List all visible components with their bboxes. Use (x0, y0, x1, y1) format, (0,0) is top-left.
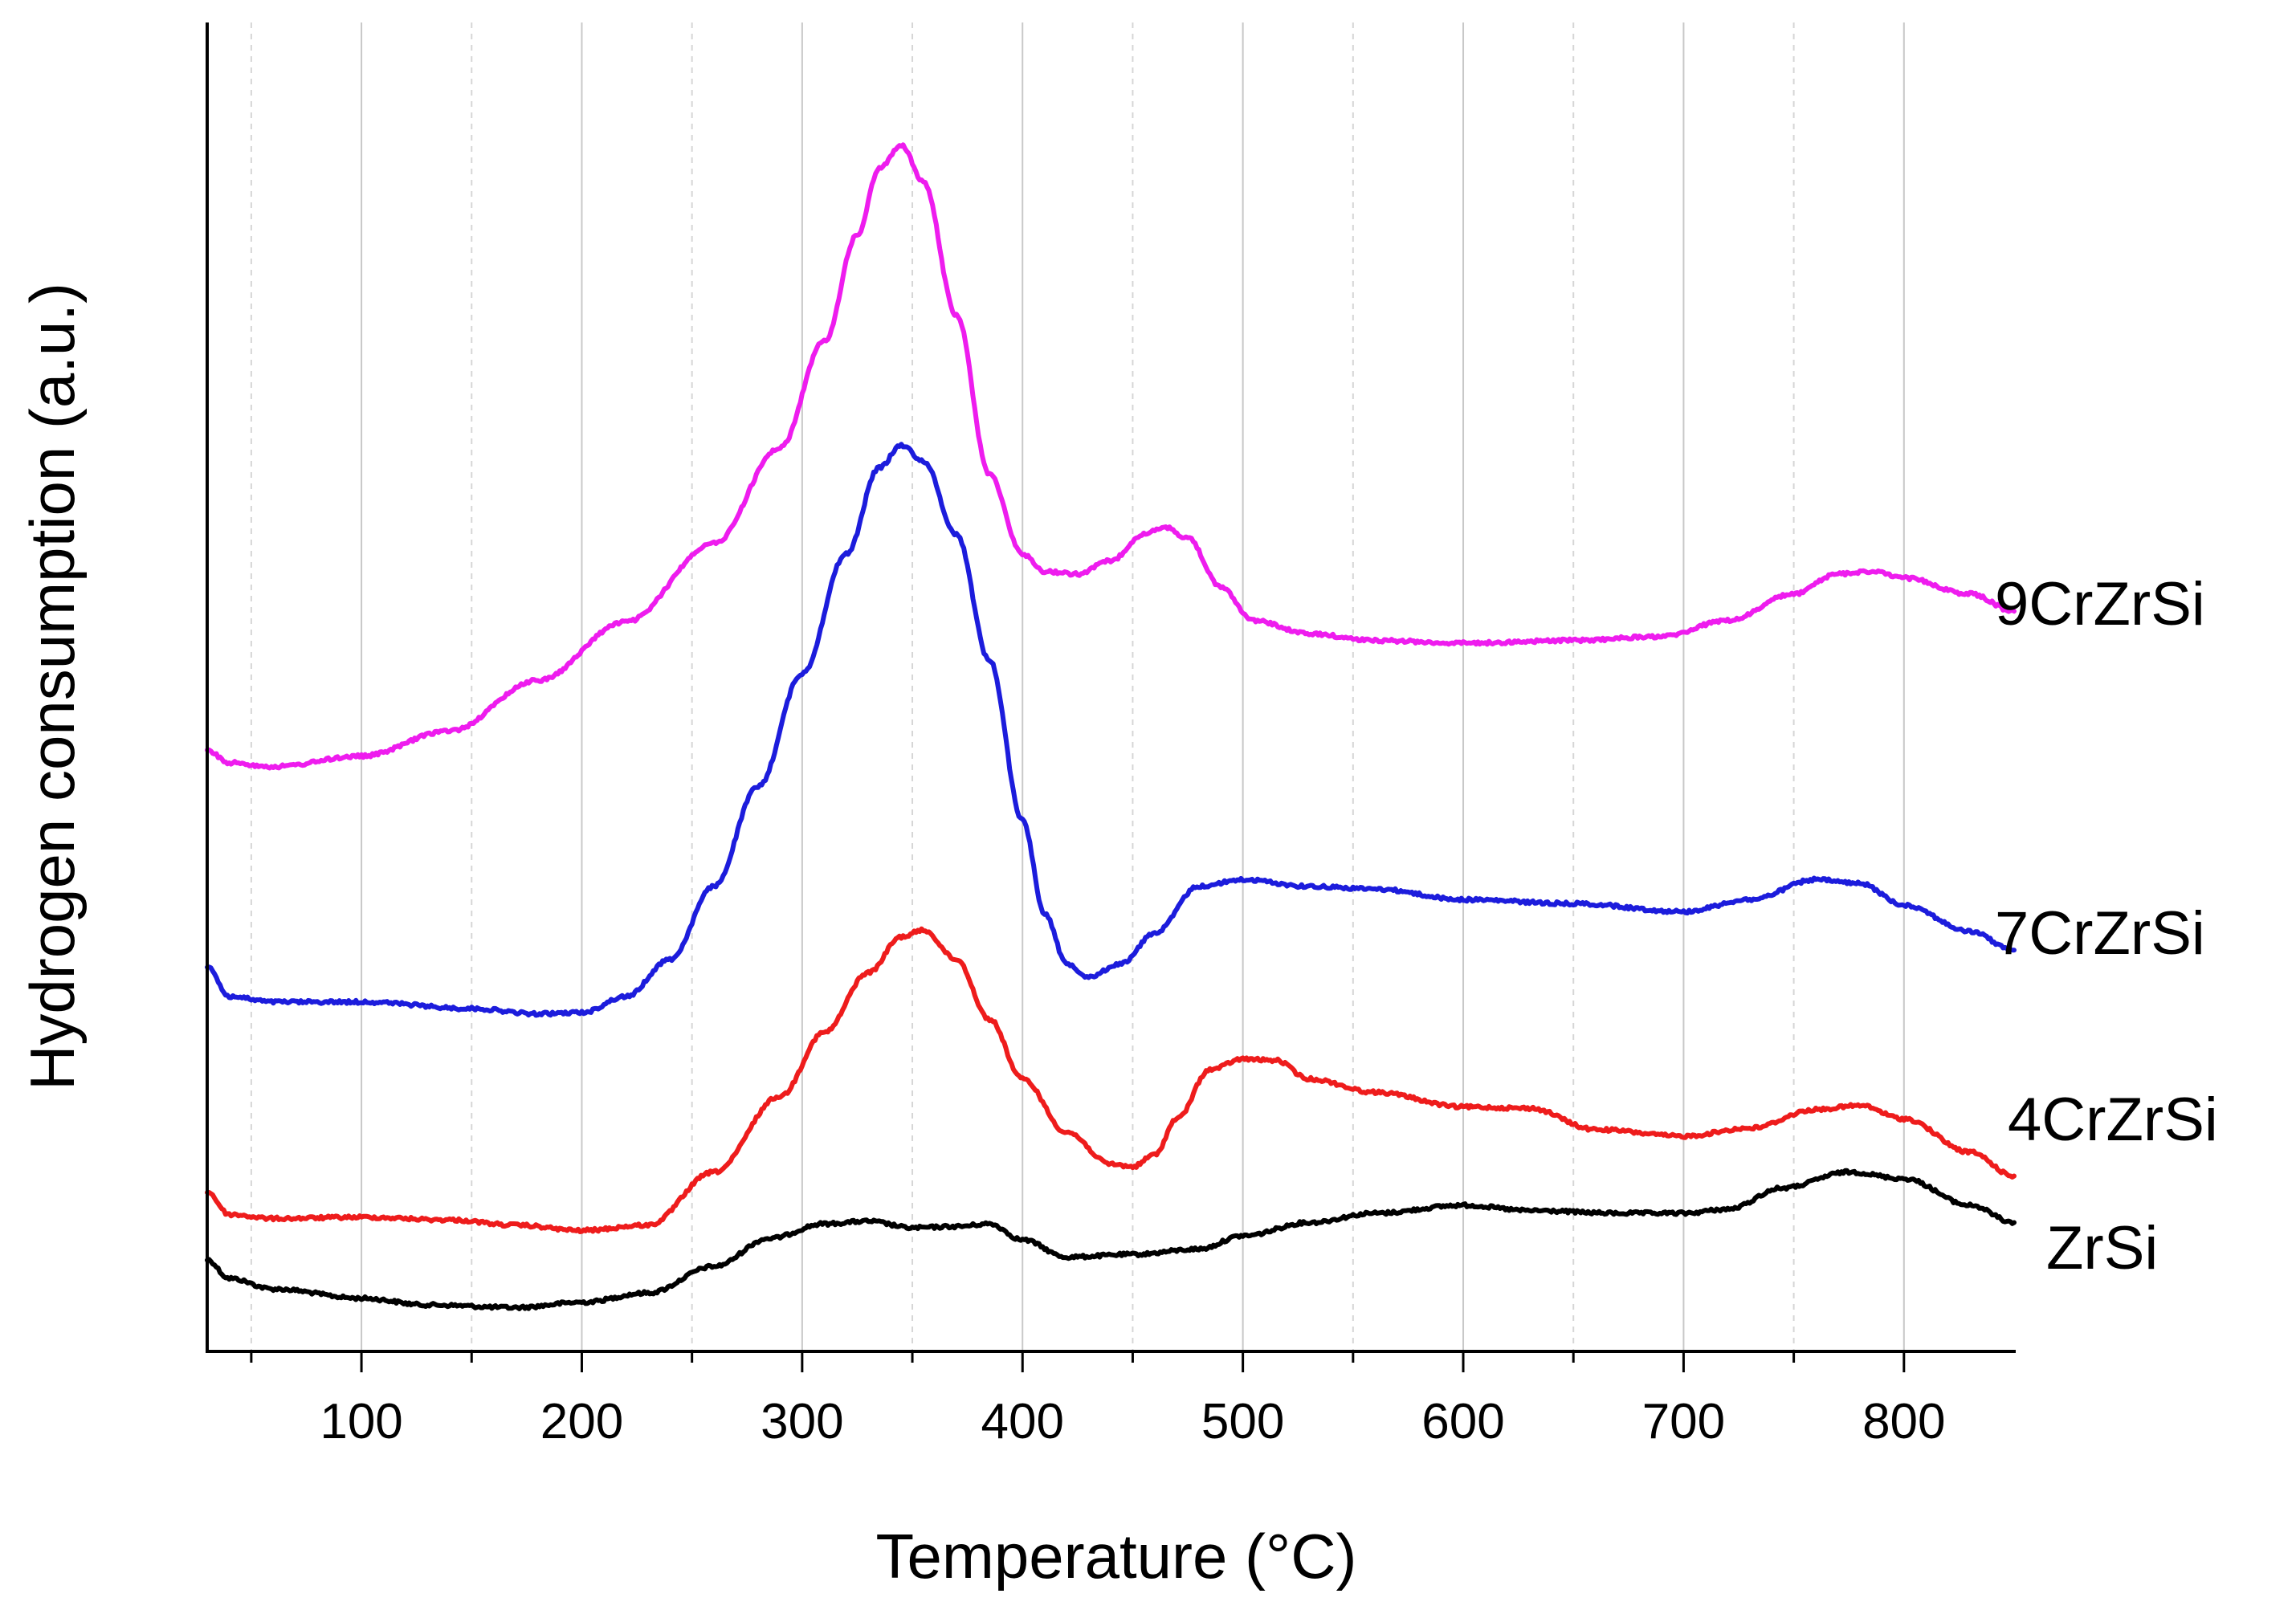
series-label-9crzrsi: 9CrZrSi (1995, 570, 2205, 638)
y-axis-title: Hydrogen consumption (a.u.) (17, 283, 88, 1090)
series-label-7crzrsi: 7CrZrSi (1995, 899, 2205, 968)
axes (206, 22, 2016, 1353)
series-line-4crzrsi (205, 926, 2017, 1234)
x-axis-title: Temperature (°C) (875, 1521, 1356, 1592)
series-labels: ZrSi 4CrZrSi 7CrZrSi 9CrZrSi (1995, 570, 2218, 1282)
x-ticks: 100 200 300 400 500 600 700 800 (250, 1351, 1946, 1449)
series-label-zrsi: ZrSi (2046, 1214, 2158, 1282)
x-tick-label-300: 300 (761, 1394, 843, 1449)
x-tick-label-400: 400 (981, 1394, 1064, 1449)
x-tick-label-500: 500 (1201, 1394, 1284, 1449)
series-lines (205, 142, 2017, 1311)
gridlines (250, 22, 1905, 1351)
series-label-4crzrsi: 4CrZrSi (2008, 1086, 2218, 1154)
x-tick-label-100: 100 (320, 1394, 402, 1449)
x-tick-label-600: 600 (1421, 1394, 1504, 1449)
series-line-9crzrsi (205, 142, 2017, 771)
series-line-7crzrsi (205, 442, 2017, 1018)
series-line-zrsi (205, 1168, 2017, 1311)
x-tick-label-700: 700 (1642, 1394, 1725, 1449)
x-tick-label-800: 800 (1862, 1394, 1945, 1449)
x-tick-label-200: 200 (540, 1394, 623, 1449)
